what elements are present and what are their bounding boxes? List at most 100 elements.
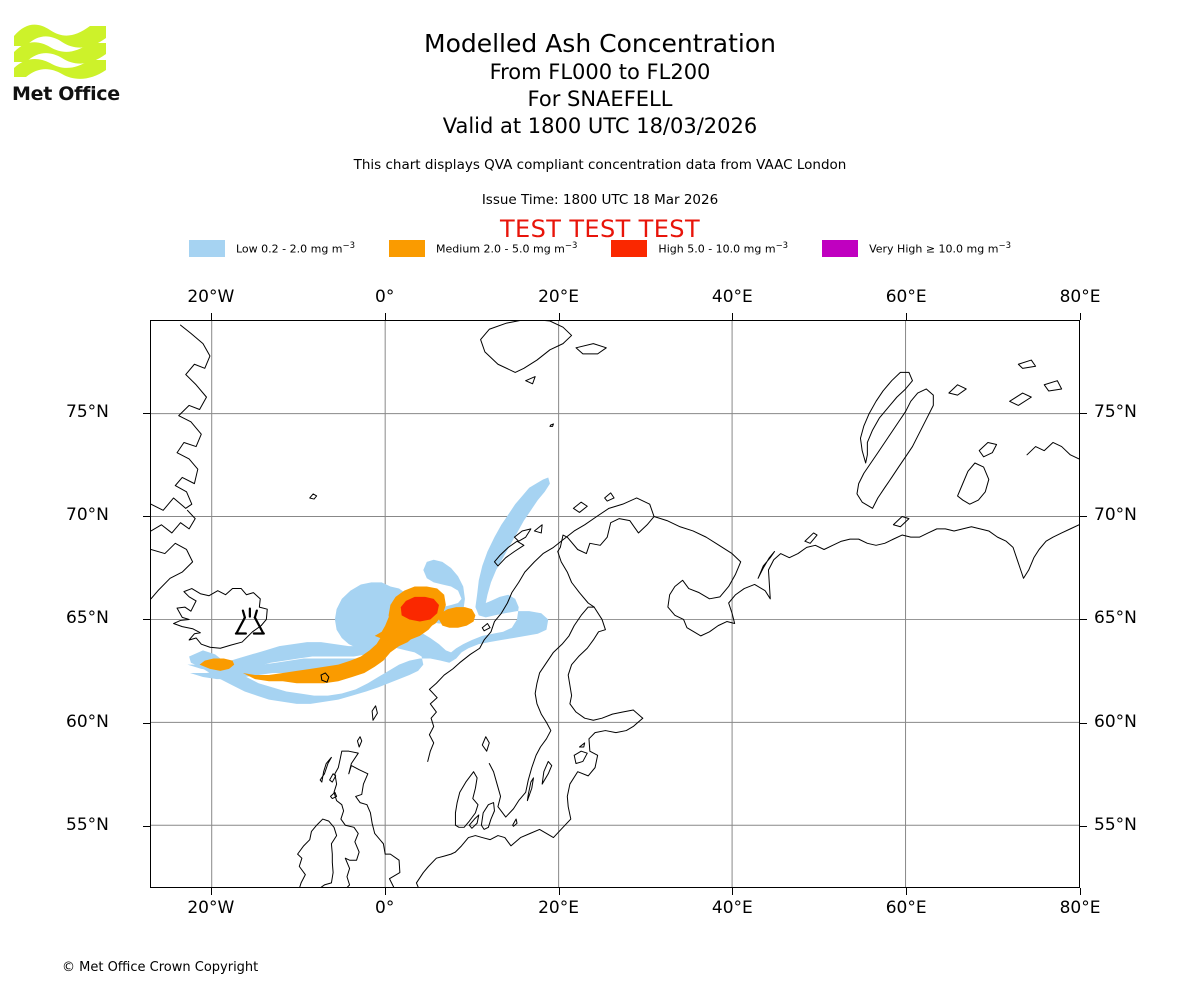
longitude-tick-label: 40°E xyxy=(711,898,753,918)
legend-swatch-very-high xyxy=(822,240,859,257)
coastline-shetland xyxy=(371,705,378,721)
y-tick xyxy=(1080,412,1087,414)
latitude-tick-label: 70°N xyxy=(1094,505,1137,526)
coastline-kolguyev xyxy=(804,532,818,544)
concentration-legend: Low 0.2 - 2.0 mg m−3 Medium 2.0 - 5.0 mg… xyxy=(0,240,1200,257)
x-tick xyxy=(906,313,908,320)
ash-plume-layer xyxy=(187,477,550,704)
longitude-tick-label: 20°W xyxy=(187,898,235,918)
legend-label-low: Low 0.2 - 2.0 mg m−3 xyxy=(236,241,356,256)
legend-swatch-medium xyxy=(389,240,426,257)
coastline-sev-c xyxy=(1017,359,1037,369)
coastline-netherlands xyxy=(415,851,456,887)
ash-contour-medium xyxy=(199,658,235,671)
coastline-faroe xyxy=(320,672,330,683)
coastline-mageroya xyxy=(604,492,615,502)
longitude-tick-label: 20°W xyxy=(187,287,235,307)
coastline-funen xyxy=(468,814,480,829)
coastline-kanin xyxy=(757,550,776,579)
legend-label-very-high: Very High ≥ 10.0 mg m−3 xyxy=(869,241,1011,256)
test-banner: TEST TEST TEST xyxy=(499,215,700,243)
x-tick xyxy=(210,888,212,895)
latitude-tick-label: 55°N xyxy=(66,815,109,836)
legend-item-medium: Medium 2.0 - 5.0 mg m−3 xyxy=(389,240,611,257)
coastline-svalbard-s xyxy=(525,376,536,385)
met-office-wave-icon xyxy=(14,24,106,79)
coastline-swe-fin xyxy=(557,516,655,721)
coastline-jan-mayen xyxy=(309,493,318,500)
coastline-vaygach xyxy=(892,516,910,528)
valid-time: Valid at 1800 UTC 18/03/2026 xyxy=(442,114,758,138)
x-tick xyxy=(1080,313,1081,320)
coastline-sweden-coast xyxy=(488,606,595,818)
legend-item-very-high: Very High ≥ 10.0 mg m−3 xyxy=(822,240,1011,257)
longitude-tick-label: 60°E xyxy=(885,898,927,918)
ash-contour-low xyxy=(187,596,396,671)
y-tick xyxy=(1080,826,1087,828)
y-tick xyxy=(1080,516,1087,518)
met-office-logo: Met Office xyxy=(12,20,122,115)
coastline-sev-b xyxy=(1043,380,1063,392)
x-tick xyxy=(210,313,212,320)
coastline-bear-island xyxy=(549,423,554,427)
coastline-yamal-n xyxy=(978,441,998,458)
legend-swatch-high xyxy=(611,240,648,257)
coastline-svalbard-e xyxy=(575,343,607,355)
coastline-hiiumaa xyxy=(578,742,586,748)
coastline-norway xyxy=(427,497,655,762)
coastline-senja xyxy=(533,524,543,534)
coastline-britain xyxy=(333,750,401,887)
legend-item-high: High 5.0 - 10.0 mg m−3 xyxy=(611,240,822,257)
coastline-estonia-isl xyxy=(573,750,588,765)
coastline-greenland-south xyxy=(151,542,194,600)
latitude-tick-label: 70°N xyxy=(66,505,109,526)
longitude-tick-label: 40°E xyxy=(711,287,753,307)
latitude-tick-label: 60°N xyxy=(1094,711,1137,732)
coastline-skye xyxy=(329,773,337,783)
copyright-text: © Met Office Crown Copyright xyxy=(62,960,259,975)
logo-text: Met Office xyxy=(12,83,120,105)
x-tick xyxy=(384,313,386,320)
page-title: Modelled Ash Concentration xyxy=(424,29,776,58)
flight-level-range: From FL000 to FL200 xyxy=(489,60,711,84)
longitude-tick-label: 20°E xyxy=(538,287,579,307)
latitude-tick-label: 75°N xyxy=(1094,401,1137,422)
coastline-iceland xyxy=(173,588,268,649)
coastline-norway-islands xyxy=(481,623,491,632)
coastline-bornholm xyxy=(512,818,518,827)
coastline-vesteralen xyxy=(513,528,532,542)
issue-time: Issue Time: 1800 UTC 18 Mar 2026 xyxy=(481,192,719,208)
coastline-oland xyxy=(526,777,534,802)
coastline-outer-heb xyxy=(319,756,332,783)
coastline-germany-baltic xyxy=(454,717,644,853)
coastline-soroya xyxy=(572,501,588,513)
coastline-greenland-east xyxy=(151,324,211,511)
y-tick xyxy=(1080,619,1087,621)
coastline-kola-white xyxy=(653,516,1079,637)
map-frame xyxy=(150,320,1080,888)
ash-contour-medium xyxy=(242,619,417,684)
legend-label-medium: Medium 2.0 - 5.0 mg m−3 xyxy=(436,241,578,256)
coastline-novaya-isl xyxy=(948,384,967,396)
volcano-name: For SNAEFELL xyxy=(527,87,673,111)
x-tick xyxy=(384,888,386,895)
ash-contour-low xyxy=(189,477,550,704)
chart-note: This chart displays QVA compliant concen… xyxy=(353,157,847,173)
x-tick xyxy=(732,313,734,320)
coastline-sev-a xyxy=(1009,392,1032,406)
coastline-zealand xyxy=(480,802,495,830)
title-block: Modelled Ash Concentration From FL000 to… xyxy=(0,28,1200,140)
y-tick xyxy=(143,516,150,518)
y-tick xyxy=(143,826,150,828)
coastline-denmark xyxy=(454,771,479,828)
latitude-tick-label: 75°N xyxy=(66,401,109,422)
y-tick xyxy=(143,619,150,621)
coastline-greenland-mid xyxy=(151,509,196,534)
ash-contour-low xyxy=(190,582,405,680)
legend-label-high: High 5.0 - 10.0 mg m−3 xyxy=(658,241,789,256)
y-tick xyxy=(143,722,150,724)
latitude-tick-label: 55°N xyxy=(1094,815,1137,836)
coastline-mull xyxy=(330,791,338,800)
ash-contour-high xyxy=(400,596,439,622)
map-container xyxy=(143,313,1087,895)
